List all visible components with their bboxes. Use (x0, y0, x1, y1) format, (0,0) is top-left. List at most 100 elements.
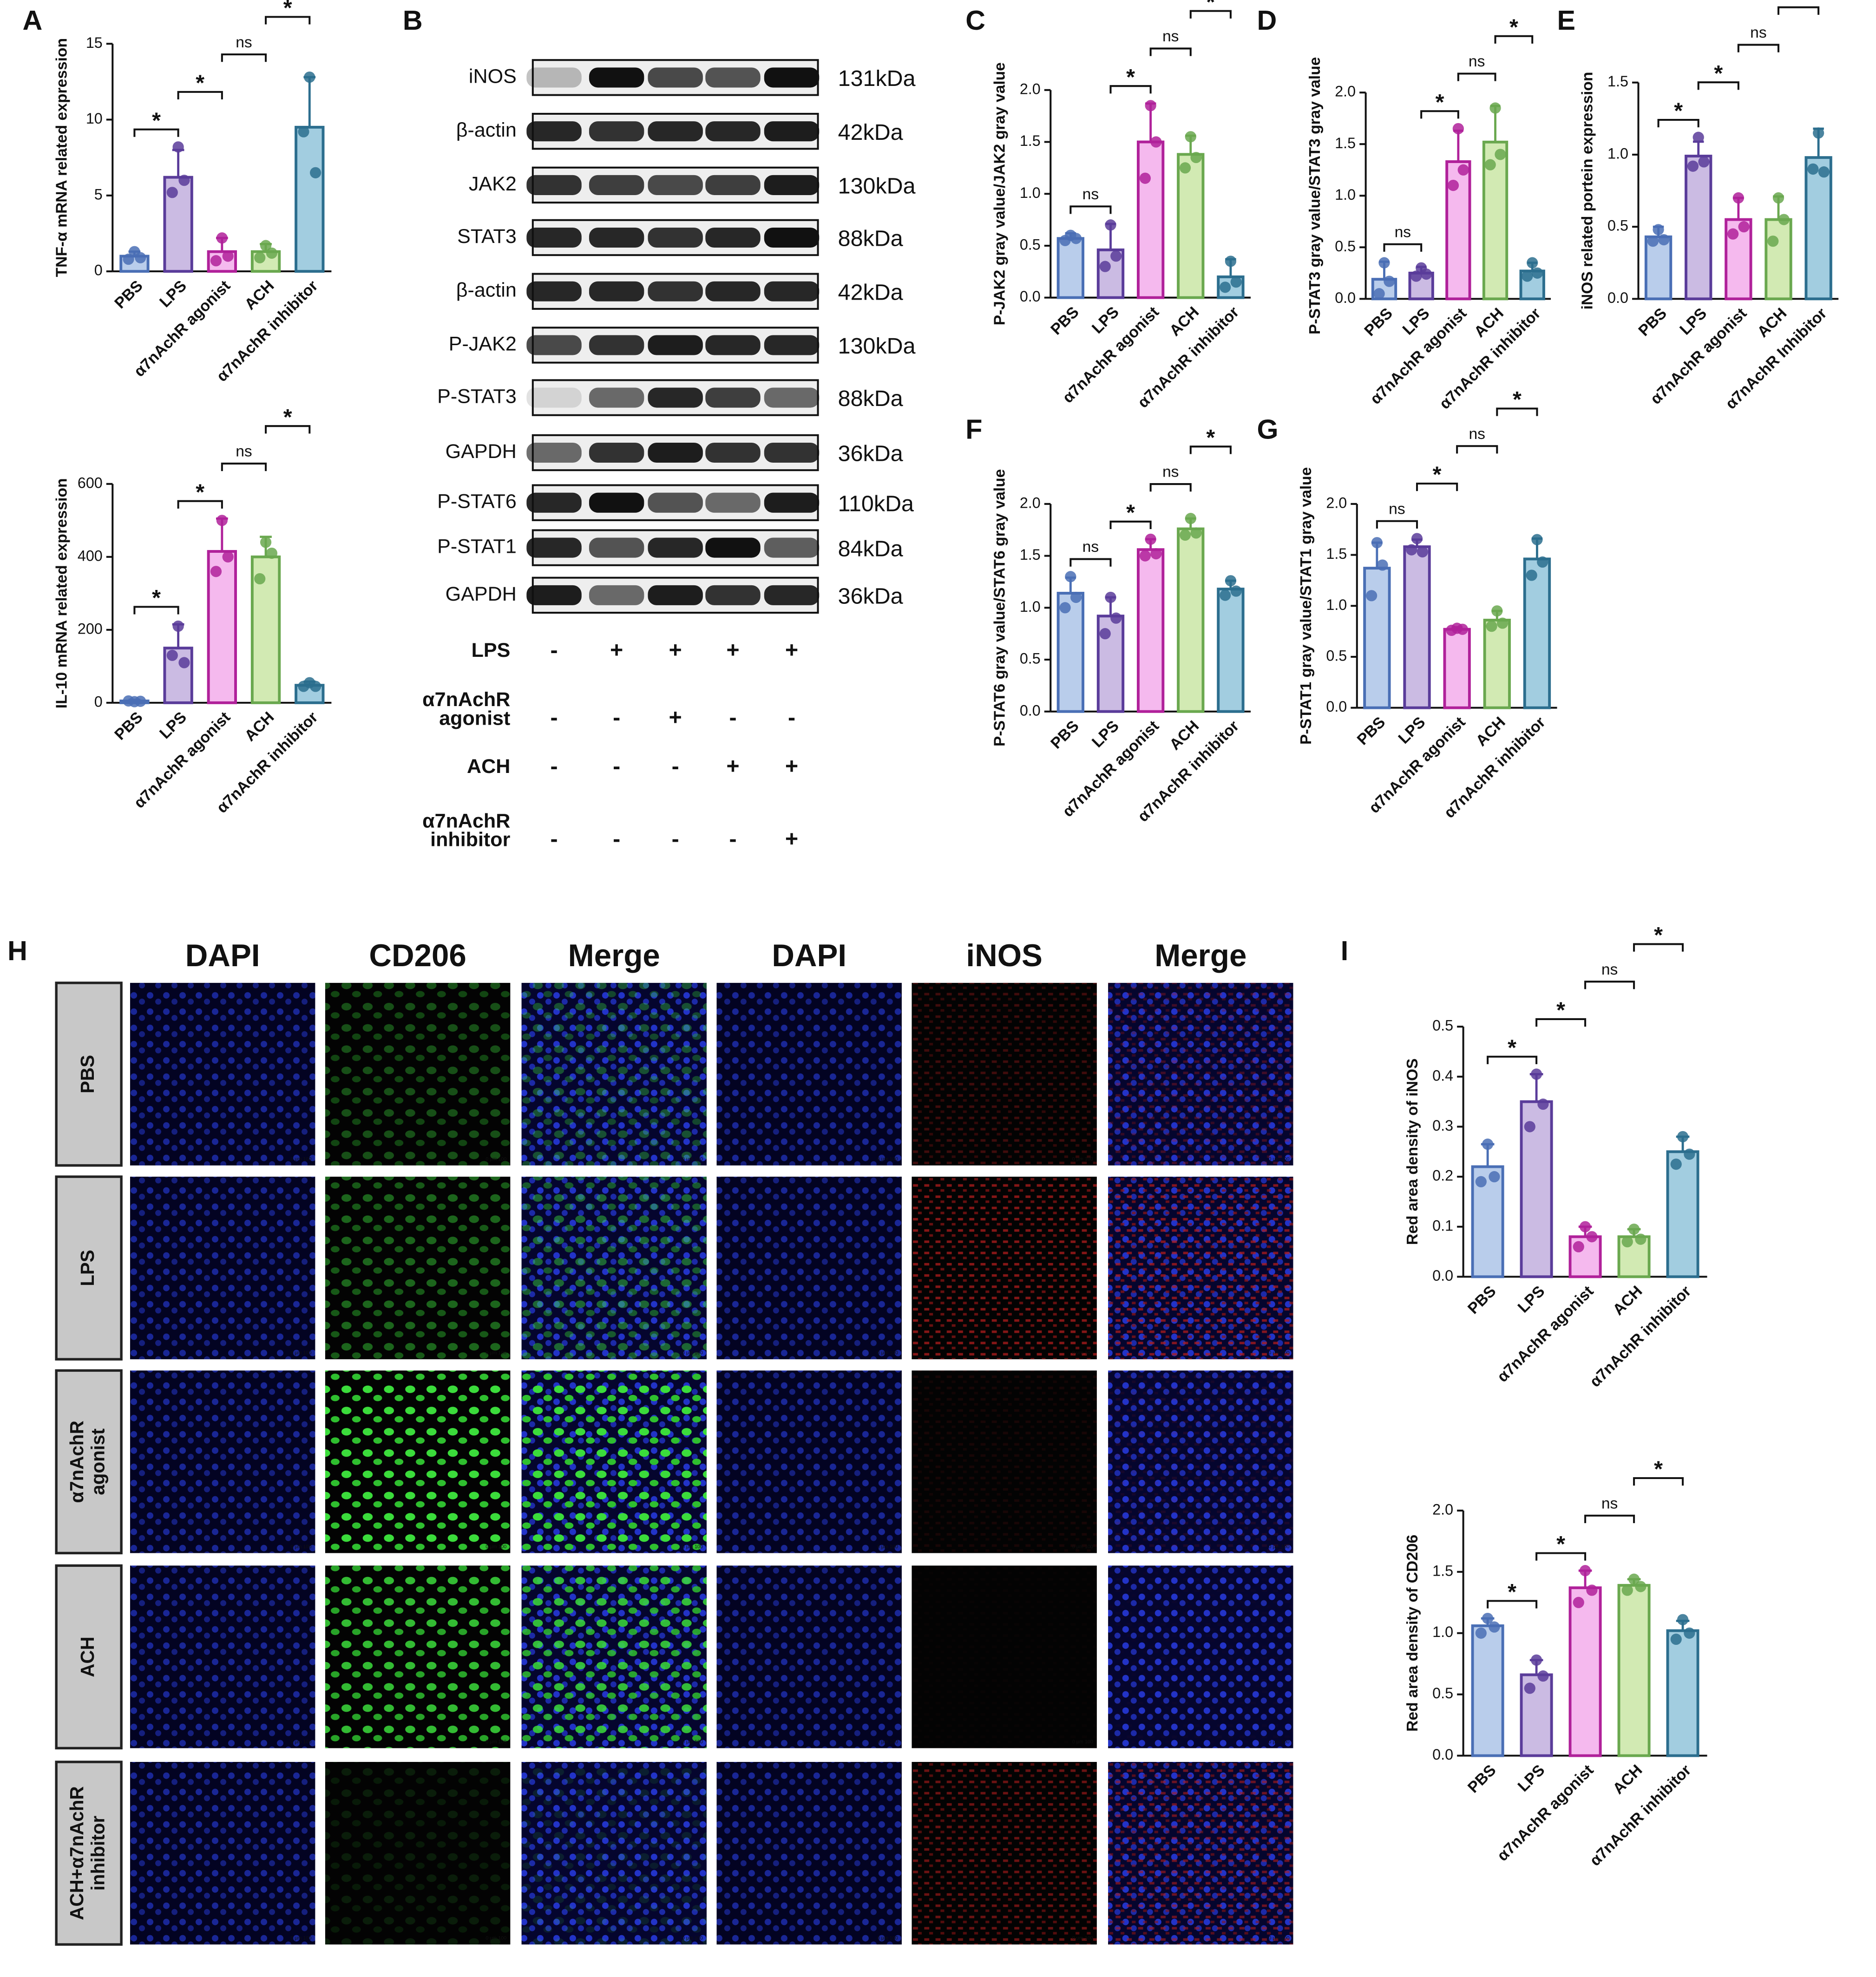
scale-bar-label: 0 μm 100 (877, 1935, 898, 1941)
scale-bar-label: 0 μm 100 (877, 1544, 898, 1550)
row-label: LPS (77, 1250, 98, 1286)
y-tick-label: 2.0 (1326, 494, 1347, 511)
significance-bracket (1383, 243, 1423, 252)
blot-band (648, 442, 703, 463)
scale-bar-label: 0 μm 100 (485, 1350, 506, 1356)
data-point (1537, 556, 1548, 568)
data-point (1653, 224, 1664, 236)
data-point (1628, 1573, 1640, 1585)
blot-band (648, 387, 703, 408)
blot-band (705, 492, 761, 513)
y-tick-label: 2.0 (1335, 83, 1356, 100)
data-point (298, 681, 309, 692)
significance-bracket (1416, 482, 1458, 491)
x-tick-label: PBS (1354, 714, 1389, 748)
blot-band (764, 442, 820, 463)
data-point (1179, 162, 1191, 174)
y-tick-label: 1.5 (1020, 546, 1041, 563)
blot-band (648, 335, 703, 355)
treatment-sign: - (672, 754, 679, 779)
data-point (254, 573, 266, 585)
micrograph (130, 1370, 315, 1553)
y-axis-label: IL-10 mRNA related expression (53, 478, 71, 708)
treatment-sign: - (672, 826, 679, 851)
micrograph-red (912, 1177, 1097, 1360)
micrograph-dim (716, 982, 902, 1165)
scale-bar-label: 0 μm 100 (682, 1544, 703, 1550)
data-point (1767, 236, 1779, 247)
treatment-sign: + (785, 637, 798, 662)
column-header: Merge (568, 938, 660, 973)
significance-bracket (1496, 407, 1538, 416)
data-point (1150, 548, 1162, 560)
data-point (123, 253, 134, 265)
data-point (1105, 219, 1116, 231)
data-point (1522, 270, 1533, 282)
column-header: CD206 (369, 938, 466, 973)
blot-band (648, 537, 703, 558)
data-point (1647, 236, 1659, 247)
blot-band (526, 67, 582, 88)
data-point (1524, 1682, 1535, 1694)
data-point (1684, 1627, 1695, 1639)
data-point (1384, 275, 1395, 287)
significance-label: ns (1389, 500, 1405, 517)
treatment-sign: - (729, 705, 736, 730)
x-tick-label: ACH (242, 709, 278, 745)
significance-bracket (265, 16, 311, 25)
protein-label: GAPDH (446, 440, 517, 463)
x-tick-label: LPS (1395, 714, 1429, 747)
blot-band (764, 67, 820, 88)
significance-bracket (1189, 445, 1232, 454)
significance-bracket (1633, 943, 1684, 952)
bar (1483, 619, 1511, 709)
treatment-label: inhibitor (430, 829, 510, 851)
data-point (1677, 1614, 1689, 1625)
significance-label: * (1433, 462, 1442, 487)
blot-band (589, 585, 644, 605)
treatment-sign: - (550, 705, 558, 730)
panel-letter: G (1257, 413, 1278, 445)
data-point (310, 681, 321, 692)
y-tick-label: 1.5 (1335, 135, 1356, 151)
blot-band (589, 387, 644, 408)
significance-bracket (1487, 1055, 1538, 1064)
blot-band (648, 227, 703, 248)
micrograph (130, 982, 315, 1165)
data-point (1452, 123, 1464, 135)
treatment-label: α7nAchR (422, 688, 510, 711)
blot-band (648, 67, 703, 88)
y-tick-label: 15 (86, 34, 103, 51)
y-tick-label: 0.5 (1335, 238, 1356, 255)
protein-label: P-JAK2 (449, 333, 517, 355)
y-tick-label: 400 (78, 547, 103, 564)
data-point (1526, 570, 1537, 581)
panel-letter: I (1341, 935, 1348, 966)
significance-label: * (1126, 500, 1135, 525)
size-label: 84kDa (838, 536, 903, 561)
treatment-sign: + (669, 705, 682, 730)
data-point (222, 250, 234, 262)
data-point (1190, 151, 1202, 164)
row-label: α7nAchR (66, 1421, 87, 1503)
x-tick-label: ACH (1473, 714, 1509, 750)
y-tick-label: 0.1 (1432, 1217, 1453, 1234)
significance-label: * (1436, 90, 1444, 115)
data-point (123, 695, 134, 707)
y-tick-label: 0.5 (1020, 236, 1041, 253)
micrograph-dim (130, 1177, 315, 1360)
data-point (1410, 270, 1422, 282)
data-point (1738, 221, 1750, 233)
treatment-sign: + (785, 826, 798, 851)
size-label: 36kDa (838, 584, 903, 609)
data-point (1813, 127, 1824, 139)
treatment-sign: - (550, 826, 558, 851)
data-point (1772, 192, 1784, 204)
micrograph-green (325, 1370, 511, 1553)
micrograph (130, 1177, 315, 1360)
significance-bracket (221, 53, 267, 62)
data-point (266, 247, 278, 259)
scale-bar-label: 0 μm 100 (485, 1544, 506, 1550)
scale-bar-label: 0 μm 100 (1072, 1156, 1093, 1162)
